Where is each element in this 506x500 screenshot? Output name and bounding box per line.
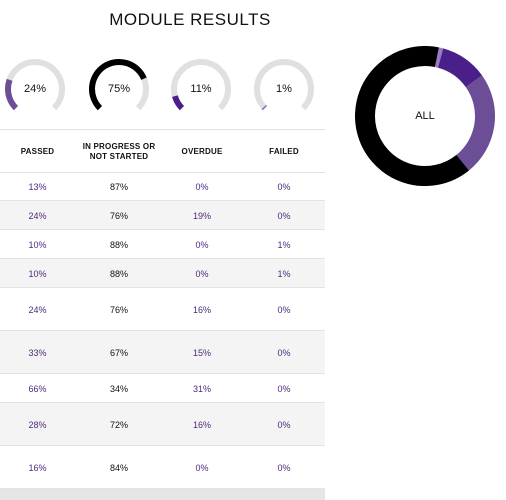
- cell-passed: 24%: [28, 211, 47, 221]
- donut-chart-all: ALL: [355, 46, 495, 186]
- cell-in-progress: 76%: [109, 211, 128, 221]
- column-header-overdue: OVERDUE: [181, 146, 223, 156]
- cell-failed: 1%: [277, 240, 291, 250]
- cell-overdue: 16%: [192, 305, 211, 315]
- cell-in-progress: 87%: [109, 182, 128, 192]
- gauge-in-progress: 75%: [88, 58, 150, 120]
- cell-overdue: 19%: [192, 211, 211, 221]
- cell-failed: 0%: [277, 211, 291, 221]
- donut-ring: [355, 46, 495, 186]
- cell-overdue: 31%: [192, 384, 211, 394]
- cell-in-progress: 88%: [109, 240, 128, 250]
- donut-segment-passed: [456, 75, 495, 171]
- gauge-track: [171, 59, 231, 111]
- gauge-failed-ring: [254, 59, 314, 111]
- cell-in-progress: 67%: [109, 348, 128, 358]
- cell-failed: 0%: [277, 384, 291, 394]
- table-row: 13% 87% 0% 0%: [0, 173, 325, 201]
- table-row: 10% 88% 0% 1%: [0, 230, 325, 259]
- gauge-failed-value: 1%: [276, 83, 292, 95]
- gauge-in-progress-ring: [89, 59, 149, 111]
- scroll-footer: [0, 489, 325, 500]
- donut-segment-failed: [434, 47, 444, 68]
- table-row: 24% 76% 19% 0%: [0, 201, 325, 230]
- cell-failed: 0%: [277, 348, 291, 358]
- column-header-in-progress: IN PROGRESS OR NOT STARTED: [82, 141, 156, 161]
- column-header-passed: PASSED: [20, 146, 55, 156]
- cell-overdue: 0%: [195, 463, 209, 473]
- donut-segment-in-progress: [355, 46, 469, 186]
- cell-failed: 0%: [277, 463, 291, 473]
- cell-in-progress: 84%: [109, 463, 128, 473]
- cell-overdue: 16%: [192, 420, 211, 430]
- cell-in-progress: 34%: [109, 384, 128, 394]
- gauge-overdue: 11%: [170, 58, 232, 120]
- table-row: 66% 34% 31% 0%: [0, 374, 325, 403]
- cell-failed: 0%: [277, 182, 291, 192]
- gauge-overdue-value: 11%: [190, 83, 212, 95]
- cell-passed: 28%: [28, 420, 47, 430]
- cell-failed: 1%: [277, 269, 291, 279]
- cell-passed: 16%: [28, 463, 47, 473]
- donut-label: ALL: [415, 110, 435, 122]
- divider: [0, 129, 325, 130]
- cell-in-progress: 72%: [109, 420, 128, 430]
- gauge-fill: [89, 59, 147, 111]
- cell-passed: 10%: [28, 240, 47, 250]
- donut-segment-overdue: [437, 48, 483, 88]
- cell-failed: 0%: [277, 305, 291, 315]
- table-row: 16% 84% 0% 0%: [0, 446, 325, 489]
- cell-in-progress: 88%: [109, 269, 128, 279]
- cell-overdue: 0%: [195, 269, 209, 279]
- cell-overdue: 15%: [192, 348, 211, 358]
- table-row: 24% 76% 16% 0%: [0, 288, 325, 331]
- gauge-track: [254, 59, 314, 111]
- gauge-row: 24% 75% 11% 1%: [0, 58, 325, 120]
- column-header-failed: FAILED: [269, 146, 299, 156]
- table-row: 10% 88% 0% 1%: [0, 259, 325, 288]
- cell-passed: 10%: [28, 269, 47, 279]
- cell-failed: 0%: [277, 420, 291, 430]
- table-row: 33% 67% 15% 0%: [0, 331, 325, 374]
- page-title: MODULE RESULTS: [109, 10, 271, 29]
- table-row: 28% 72% 16% 0%: [0, 403, 325, 446]
- cell-overdue: 0%: [195, 182, 209, 192]
- gauge-passed: 24%: [4, 58, 66, 120]
- gauge-passed-value: 24%: [23, 83, 47, 95]
- gauge-in-progress-value: 75%: [107, 83, 131, 95]
- cell-passed: 66%: [28, 384, 47, 394]
- gauge-failed: 1%: [253, 58, 315, 120]
- cell-overdue: 0%: [195, 240, 209, 250]
- gauge-fill: [172, 95, 185, 111]
- table-header: PASSED IN PROGRESS OR NOT STARTED OVERDU…: [0, 130, 325, 173]
- cell-passed: 13%: [28, 182, 47, 192]
- cell-passed: 24%: [28, 305, 47, 315]
- gauge-fill: [5, 78, 19, 111]
- gauge-fill: [261, 104, 268, 111]
- cell-in-progress: 76%: [109, 305, 128, 315]
- gauge-passed-ring: [5, 59, 65, 111]
- cell-passed: 33%: [28, 348, 47, 358]
- gauge-overdue-ring: [171, 59, 231, 111]
